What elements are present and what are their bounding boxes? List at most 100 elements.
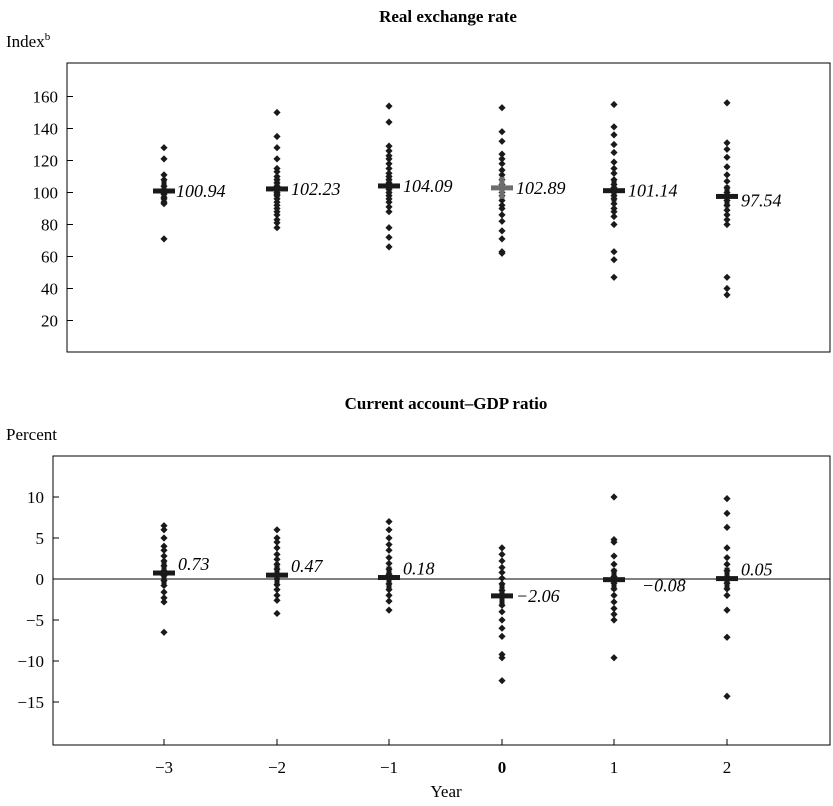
data-point <box>498 563 506 572</box>
panel-current-account-gdp: Current account–GDP ratio Percent −15−10… <box>6 394 831 801</box>
data-point <box>723 692 731 700</box>
data-point <box>273 596 281 604</box>
data-point <box>610 616 618 624</box>
data-point <box>610 248 618 256</box>
data-point <box>273 538 281 546</box>
y-tick-label: −5 <box>26 611 44 630</box>
data-point <box>610 158 618 166</box>
panel2-y-axis: −15 −10 −5 0 5 10 <box>17 488 59 712</box>
data-point <box>273 534 281 542</box>
mean-marker-vertical <box>274 564 280 587</box>
data-point <box>385 147 393 155</box>
data-point <box>610 100 618 109</box>
data-point <box>723 211 731 219</box>
data-point <box>610 610 618 618</box>
data-point <box>385 102 393 110</box>
data-point <box>498 104 506 112</box>
data-point <box>610 212 618 221</box>
data-point <box>723 554 731 562</box>
data-point <box>273 550 281 558</box>
mean-value-label: 102.23 <box>291 179 341 199</box>
panel2-title: Current account–GDP ratio <box>345 394 548 413</box>
data-point <box>610 208 618 216</box>
data-point <box>160 235 168 243</box>
data-point <box>273 224 281 232</box>
data-point <box>723 591 731 599</box>
data-point <box>385 164 393 173</box>
data-point <box>498 550 506 558</box>
data-point <box>723 495 731 503</box>
data-point <box>723 606 731 614</box>
mean-marker-vertical <box>161 562 167 585</box>
data-point <box>723 273 731 281</box>
data-point <box>723 509 731 517</box>
mean-value-label: 97.54 <box>741 190 782 210</box>
x-axis: −3 −2 −1 0 1 2 <box>155 739 731 777</box>
mean-value-label: −0.08 <box>642 576 686 596</box>
data-point <box>610 256 618 264</box>
data-point <box>610 654 618 662</box>
x-tick-label: −3 <box>155 758 173 777</box>
mean-value-label: 0.18 <box>403 559 435 579</box>
mean-marker-vertical <box>386 566 392 589</box>
data-point <box>385 597 393 605</box>
data-point <box>385 559 393 568</box>
data-point <box>498 632 506 640</box>
data-point <box>273 591 281 599</box>
x-tick-label: 1 <box>610 758 619 777</box>
data-point <box>723 163 731 171</box>
data-point <box>498 557 506 565</box>
panel1-title: Real exchange rate <box>379 7 517 26</box>
data-point <box>723 291 731 299</box>
data-point <box>273 108 281 117</box>
mean-value-label: −2.06 <box>516 586 560 606</box>
panel1-y-axis-label-main: Index <box>6 32 45 51</box>
data-point <box>498 128 506 136</box>
data-point <box>273 168 281 176</box>
data-point <box>160 542 168 550</box>
data-point <box>498 677 506 685</box>
panel2-points <box>160 493 731 700</box>
data-point <box>385 554 393 562</box>
y-tick-label: 40 <box>41 280 58 299</box>
mean-value-label: 104.09 <box>403 176 453 196</box>
data-point <box>498 616 506 624</box>
data-point <box>723 177 731 185</box>
y-tick-label: 140 <box>33 120 59 139</box>
mean-value-label: 0.73 <box>178 554 210 574</box>
data-point <box>385 233 393 241</box>
mean-marker-vertical <box>724 185 730 208</box>
panel1-means: 100.94 102.23 104.09 102.89 101.14 97.54 <box>153 174 782 210</box>
data-point <box>385 606 393 614</box>
data-point <box>723 206 731 214</box>
data-point <box>610 493 618 501</box>
data-point <box>160 526 168 534</box>
data-point <box>610 123 618 131</box>
data-point <box>498 171 506 179</box>
mean-value-label: 101.14 <box>628 181 678 201</box>
data-point <box>498 217 506 225</box>
data-point <box>498 137 506 145</box>
data-point <box>498 160 506 168</box>
y-tick-label: 60 <box>41 248 58 267</box>
mean-marker-vertical <box>386 174 392 197</box>
panel1-y-axis: 20 40 60 80 100 120 140 160 <box>33 88 73 331</box>
data-point <box>385 160 393 168</box>
data-point <box>498 155 506 163</box>
data-point <box>385 546 393 554</box>
data-point <box>385 224 393 232</box>
data-point <box>610 164 618 173</box>
data-point <box>273 211 281 219</box>
data-point <box>723 284 731 293</box>
x-tick-label: 2 <box>723 758 732 777</box>
data-point <box>273 155 281 163</box>
panel1-y-axis-label: Indexb <box>6 31 51 51</box>
data-point <box>160 546 168 554</box>
x-tick-label: −2 <box>268 758 286 777</box>
mean-marker-vertical <box>611 568 617 591</box>
x-tick-label: −1 <box>380 758 398 777</box>
mean-value-label: 102.89 <box>516 178 566 198</box>
data-point <box>273 219 281 227</box>
y-tick-label: −15 <box>17 693 44 712</box>
data-point <box>610 140 618 149</box>
